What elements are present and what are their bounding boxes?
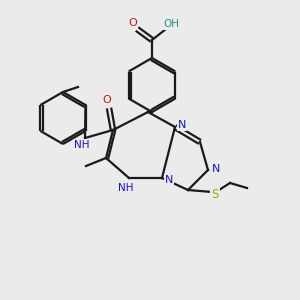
Text: N: N — [178, 120, 186, 130]
Text: OH: OH — [163, 19, 179, 29]
Text: NH: NH — [74, 140, 90, 150]
Text: NH: NH — [118, 183, 134, 193]
Text: S: S — [211, 188, 219, 200]
Text: O: O — [103, 95, 111, 105]
Text: O: O — [129, 18, 137, 28]
Text: N: N — [165, 175, 173, 185]
Text: N: N — [212, 164, 220, 174]
